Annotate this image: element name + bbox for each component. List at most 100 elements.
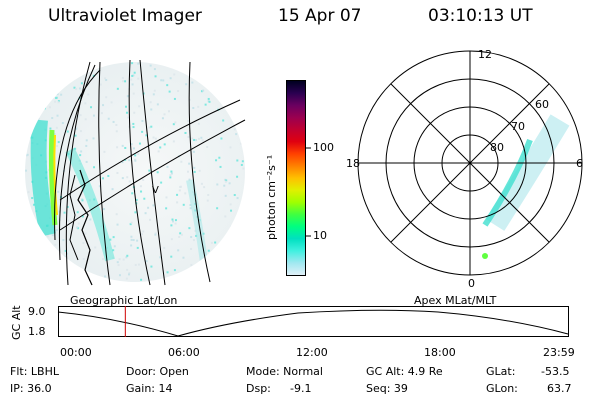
noise-speckle [57, 100, 60, 103]
noise-speckle [154, 233, 157, 236]
noise-speckle [187, 136, 190, 139]
noise-speckle [229, 203, 232, 206]
noise-speckle [60, 93, 63, 96]
noise-speckle [31, 197, 34, 200]
noise-speckle [124, 80, 127, 83]
noise-speckle [176, 193, 179, 196]
colorbar [286, 80, 306, 276]
noise-speckle [48, 169, 51, 172]
noise-speckle [147, 206, 150, 209]
noise-speckle [101, 177, 104, 180]
timeline-ytick-9: 9.0 [28, 305, 46, 318]
noise-speckle [166, 84, 169, 87]
noise-speckle [163, 113, 166, 116]
noise-speckle [166, 165, 169, 168]
noise-speckle [224, 180, 227, 183]
noise-speckle [157, 150, 160, 153]
noise-speckle [84, 232, 87, 235]
noise-speckle [66, 205, 69, 208]
noise-speckle [128, 273, 131, 276]
geographic-label: Geographic Lat/Lon [70, 294, 178, 307]
mlt-label-6: 6 [576, 157, 583, 170]
noise-speckle [32, 203, 35, 206]
noise-speckle [188, 227, 191, 230]
noise-speckle [189, 207, 192, 210]
noise-speckle [126, 268, 129, 271]
noise-speckle [156, 171, 159, 174]
noise-speckle [165, 207, 168, 210]
noise-speckle [169, 77, 172, 80]
noise-speckle [141, 119, 144, 122]
noise-speckle [233, 128, 236, 131]
noise-speckle [178, 235, 181, 238]
noise-speckle [112, 249, 115, 252]
noise-speckle [85, 144, 88, 147]
noise-speckle [74, 134, 77, 137]
noise-speckle [104, 77, 107, 80]
noise-speckle [79, 130, 82, 133]
noise-speckle [121, 161, 124, 164]
filter-label: Flt: LBHL [10, 365, 59, 378]
noise-speckle [81, 199, 84, 202]
instrument-title: Ultraviolet Imager [48, 6, 202, 26]
noise-speckle [125, 105, 128, 108]
noise-speckle [104, 275, 107, 278]
noise-speckle [85, 160, 88, 163]
noise-speckle [170, 255, 173, 258]
apex-label: Apex MLat/MLT [414, 294, 497, 307]
noise-speckle [192, 138, 195, 141]
noise-speckle [202, 89, 205, 92]
noise-speckle [206, 146, 209, 149]
noise-speckle [210, 241, 213, 244]
noise-speckle [81, 215, 84, 218]
timeline-xtick-0: 00:00 [60, 346, 92, 359]
noise-speckle [111, 188, 114, 191]
noise-speckle [107, 174, 110, 177]
noise-speckle [75, 127, 78, 130]
noise-speckle [116, 171, 119, 174]
noise-speckle [103, 208, 106, 211]
noise-speckle [84, 118, 87, 121]
noise-speckle [150, 265, 153, 268]
noise-speckle [116, 87, 119, 90]
noise-speckle [125, 256, 128, 259]
noise-speckle [133, 111, 136, 114]
noise-speckle [236, 159, 239, 162]
colorbar-ticks [306, 147, 311, 237]
noise-speckle [82, 242, 85, 245]
noise-speckle [56, 145, 59, 147]
noise-speckle [188, 178, 191, 181]
timeline-xtick-1: 06:00 [168, 346, 200, 359]
noise-speckle [137, 77, 140, 80]
noise-speckle [220, 137, 223, 140]
noise-speckle [170, 172, 173, 175]
noise-speckle [102, 104, 105, 107]
noise-speckle [76, 226, 79, 229]
noise-speckle [173, 269, 176, 272]
noise-speckle [116, 146, 119, 149]
noise-speckle [55, 126, 58, 129]
noise-speckle [137, 263, 140, 266]
noise-speckle [163, 143, 166, 146]
noise-speckle [102, 258, 105, 261]
noise-speckle [236, 197, 239, 200]
noise-speckle [61, 122, 64, 125]
noise-speckle [154, 232, 157, 235]
noise-speckle [75, 88, 78, 91]
noise-speckle [116, 261, 119, 264]
noise-speckle [137, 62, 140, 65]
gain-label: Gain: 14 [126, 382, 173, 395]
noise-speckle [190, 236, 193, 239]
noise-speckle [79, 114, 82, 117]
noise-speckle [172, 123, 175, 126]
noise-speckle [229, 146, 232, 149]
noise-speckle [203, 186, 206, 189]
noise-speckle [74, 187, 77, 190]
noise-speckle [127, 94, 130, 97]
noise-speckle [140, 278, 143, 281]
door-label: Door: Open [126, 365, 189, 378]
noise-speckle [156, 103, 159, 106]
noise-speckle [200, 182, 203, 185]
noise-speckle [135, 198, 138, 201]
noise-speckle [153, 89, 156, 92]
